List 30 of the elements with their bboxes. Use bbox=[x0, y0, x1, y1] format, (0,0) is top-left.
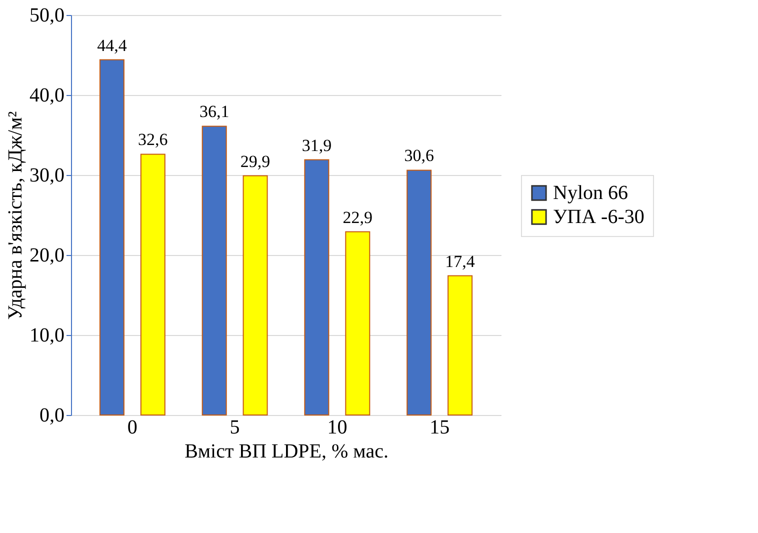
data-label: 36,1 bbox=[199, 102, 230, 122]
y-tick-label: 40,0 bbox=[30, 84, 64, 106]
data-label: 31,9 bbox=[302, 136, 332, 155]
y-tick-label: 20,0 bbox=[30, 244, 64, 266]
bar bbox=[140, 154, 166, 416]
y-tick-label: 50,0 bbox=[30, 4, 64, 26]
bar bbox=[448, 275, 473, 416]
bar bbox=[242, 175, 268, 416]
bar bbox=[406, 170, 432, 416]
data-label: 32,6 bbox=[138, 130, 168, 150]
bar bbox=[99, 59, 124, 416]
bar bbox=[345, 231, 370, 416]
y-axis-title: Ударна в'язкість, кДж/м² bbox=[4, 111, 26, 320]
x-tick-label: 5 bbox=[230, 416, 240, 438]
data-label: 30,6 bbox=[404, 146, 434, 166]
legend-label: Nylon 66 bbox=[553, 182, 628, 204]
data-label: 22,9 bbox=[342, 208, 373, 227]
data-label: 44,4 bbox=[97, 36, 128, 55]
y-tick-label: 10,0 bbox=[30, 324, 64, 346]
x-tick-label: 0 bbox=[127, 416, 138, 438]
bar bbox=[304, 159, 330, 416]
x-axis-title: Вміст ВП LDPE, % мас. bbox=[184, 440, 388, 462]
data-label: 29,9 bbox=[240, 152, 270, 171]
x-tick-label: 15 bbox=[430, 416, 450, 438]
x-tick-label: 10 bbox=[327, 416, 348, 438]
data-label: 17,4 bbox=[445, 252, 476, 271]
bar bbox=[202, 126, 227, 416]
y-tick-label: 0,0 bbox=[40, 404, 64, 426]
legend-label: УПА -6-30 bbox=[553, 206, 644, 228]
y-tick-label: 30,0 bbox=[30, 164, 64, 186]
